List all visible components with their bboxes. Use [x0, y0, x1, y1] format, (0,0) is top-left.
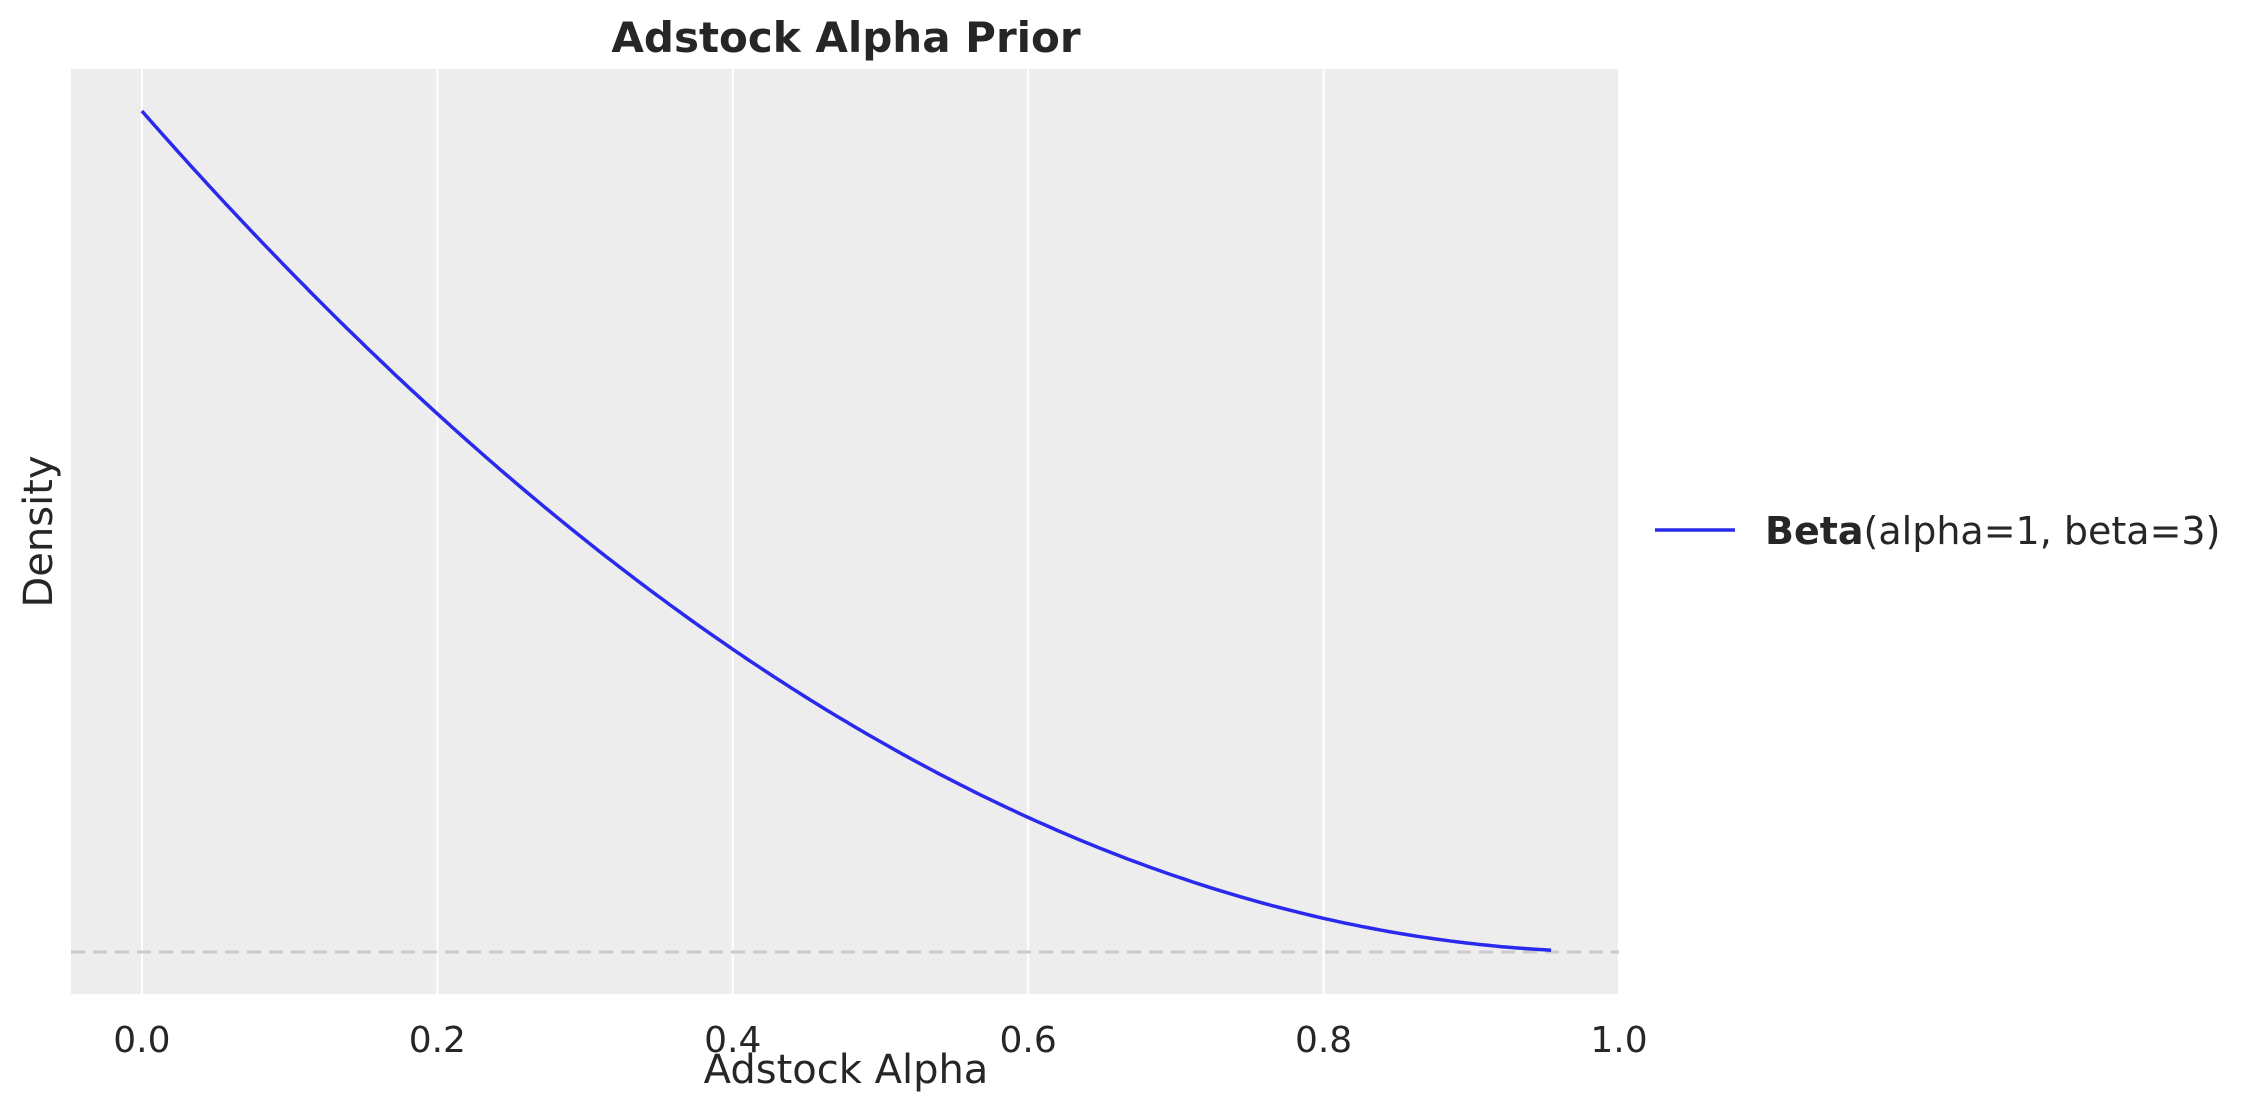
x-tick-label: 0.0: [113, 1020, 170, 1061]
plot-area: [71, 69, 1619, 994]
y-axis-label: Density: [16, 455, 62, 607]
x-tick-label: 0.2: [409, 1020, 466, 1061]
chart-title: Adstock Alpha Prior: [611, 13, 1081, 62]
legend-dist-name: Beta: [1765, 509, 1864, 553]
x-tick-labels: 0.0 0.2 0.4 0.6 0.8 1.0: [113, 1020, 1647, 1061]
x-tick-label: 0.8: [1295, 1020, 1352, 1061]
x-axis-label: Adstock Alpha: [704, 1047, 989, 1093]
x-tick-label: 1.0: [1590, 1020, 1647, 1061]
legend: Beta(alpha=1, beta=3): [1655, 509, 2220, 553]
gridlines: [140, 69, 1620, 994]
series-line-beta: [140, 109, 1552, 952]
x-tick-label: 0.4: [704, 1020, 761, 1061]
x-tick-label: 0.6: [1000, 1020, 1057, 1061]
legend-params: (alpha=1, beta=3): [1864, 509, 2221, 553]
legend-entry: Beta(alpha=1, beta=3): [1765, 509, 2220, 553]
